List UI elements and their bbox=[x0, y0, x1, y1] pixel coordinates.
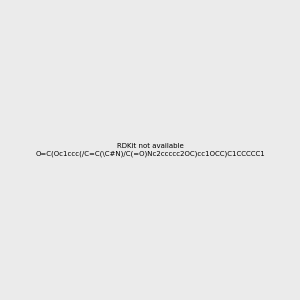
Text: RDKit not available
O=C(Oc1ccc(/C=C(\C#N)/C(=O)Nc2ccccc2OC)cc1OCC)C1CCCCC1: RDKit not available O=C(Oc1ccc(/C=C(\C#N… bbox=[35, 143, 265, 157]
